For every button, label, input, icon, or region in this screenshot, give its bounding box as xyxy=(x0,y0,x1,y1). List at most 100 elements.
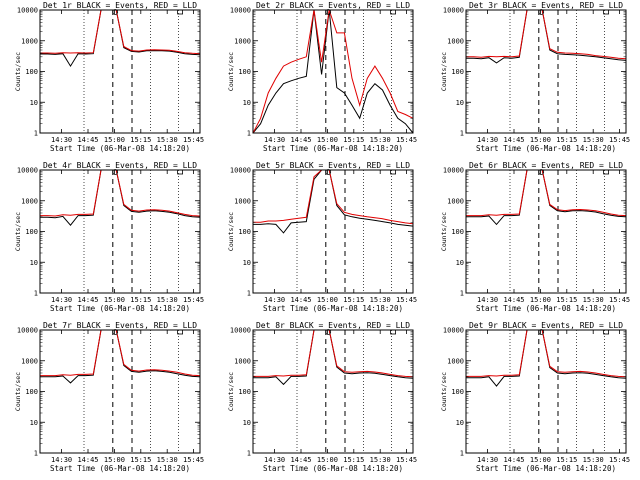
series-lld-line xyxy=(40,329,201,377)
y-tick-label: 1 xyxy=(34,450,38,458)
x-axis-label: Start Time (06-Mar-08 14:18:20) xyxy=(263,304,403,313)
series-events-line xyxy=(40,169,201,226)
y-tick-label: 1 xyxy=(460,450,464,458)
series-lld-line xyxy=(253,329,414,378)
x-tick-label: 15:00 xyxy=(530,136,551,144)
y-axis-label: Counts/sec xyxy=(227,52,235,91)
x-tick-label: 14:30 xyxy=(264,296,285,304)
y-axis-label: Counts/sec xyxy=(440,52,448,91)
panel-title: Det 2r BLACK = Events, RED = LLD xyxy=(256,1,410,10)
panel-det-9: Det 9r BLACK = Events, RED = LLD 1 10 100 10… xyxy=(440,321,630,473)
y-tick-label: 100 xyxy=(25,228,38,236)
y-tick-label: 10000 xyxy=(443,327,464,335)
x-tick-label: 15:30 xyxy=(370,296,391,304)
y-tick-label: 100 xyxy=(238,68,251,76)
y-tick-label: 1 xyxy=(460,290,464,298)
x-axis-label: Start Time (06-Mar-08 14:18:20) xyxy=(263,144,403,153)
y-tick-label: 10000 xyxy=(17,167,38,175)
y-tick-label: 10 xyxy=(243,99,251,107)
y-tick-label: 1000 xyxy=(447,357,464,365)
x-tick-label: 14:45 xyxy=(290,456,311,464)
y-axis-label: Counts/sec xyxy=(227,212,235,251)
x-tick-label: 14:45 xyxy=(503,296,524,304)
y-tick-label: 1000 xyxy=(234,357,251,365)
y-tick-label: 10 xyxy=(243,259,251,267)
y-tick-label: 1 xyxy=(247,130,251,138)
x-tick-label: 14:30 xyxy=(51,296,72,304)
x-tick-label: 15:30 xyxy=(583,136,604,144)
x-tick-label: 14:45 xyxy=(77,136,98,144)
x-tick-label: 15:15 xyxy=(130,136,151,144)
y-tick-label: 1000 xyxy=(21,37,38,45)
series-lld-line xyxy=(40,9,201,55)
y-tick-label: 10 xyxy=(456,99,464,107)
panel-title: Det 4r BLACK = Events, RED = LLD xyxy=(43,161,197,170)
panel-det-7: Det 7r BLACK = Events, RED = LLD 1 10 100 10… xyxy=(14,321,204,473)
x-tick-label: 15:00 xyxy=(530,296,551,304)
x-tick-label: 15:15 xyxy=(343,136,364,144)
x-tick-label: 15:30 xyxy=(370,136,391,144)
x-tick-label: 15:00 xyxy=(104,136,125,144)
y-tick-label: 1000 xyxy=(234,197,251,205)
y-tick-label: 10000 xyxy=(230,7,251,15)
x-tick-label: 14:45 xyxy=(290,296,311,304)
panel-det-6: Det 6r BLACK = Events, RED = LLD 1 10 100 10… xyxy=(440,161,630,313)
x-tick-label: 15:45 xyxy=(183,296,204,304)
y-axis-label: Counts/sec xyxy=(227,372,235,411)
x-tick-label: 15:15 xyxy=(130,296,151,304)
x-tick-label: 15:45 xyxy=(609,296,630,304)
y-tick-label: 10 xyxy=(30,259,38,267)
y-axis-label: Counts/sec xyxy=(14,52,22,91)
x-tick-label: 14:30 xyxy=(51,136,72,144)
x-tick-label: 14:45 xyxy=(77,296,98,304)
x-tick-label: 14:45 xyxy=(503,456,524,464)
y-tick-label: 10 xyxy=(30,419,38,427)
x-tick-label: 15:00 xyxy=(104,456,125,464)
x-tick-label: 14:30 xyxy=(51,456,72,464)
panel-title: Det 7r BLACK = Events, RED = LLD xyxy=(43,321,197,330)
panel-det-8: Det 8r BLACK = Events, RED = LLD 1 10 100 10… xyxy=(227,321,417,473)
y-tick-label: 10000 xyxy=(17,7,38,15)
y-tick-label: 100 xyxy=(238,228,251,236)
x-tick-label: 14:30 xyxy=(477,456,498,464)
x-tick-label: 14:30 xyxy=(477,296,498,304)
y-tick-label: 1 xyxy=(247,290,251,298)
y-axis-label: Counts/sec xyxy=(14,212,22,251)
y-tick-label: 1 xyxy=(34,130,38,138)
series-lld-line xyxy=(466,329,627,378)
series-lld-line xyxy=(253,169,414,225)
y-tick-label: 10 xyxy=(30,99,38,107)
series-events-line xyxy=(466,9,627,64)
y-tick-label: 1 xyxy=(460,130,464,138)
x-tick-label: 15:15 xyxy=(556,136,577,144)
y-tick-label: 100 xyxy=(451,68,464,76)
x-tick-label: 15:30 xyxy=(157,296,178,304)
series-lld-line xyxy=(466,9,627,60)
x-tick-label: 15:45 xyxy=(396,136,417,144)
panel-det-1: Det 1r BLACK = Events, RED = LLD 1 10 100 10… xyxy=(14,1,204,153)
y-tick-label: 10000 xyxy=(230,327,251,335)
y-tick-label: 1000 xyxy=(447,197,464,205)
series-lld-line xyxy=(252,9,414,134)
y-tick-label: 10000 xyxy=(443,7,464,15)
x-tick-label: 15:30 xyxy=(370,456,391,464)
x-tick-label: 15:00 xyxy=(104,296,125,304)
y-axis-label: Counts/sec xyxy=(440,212,448,251)
x-axis-label: Start Time (06-Mar-08 14:18:20) xyxy=(476,464,616,473)
x-tick-label: 15:00 xyxy=(530,456,551,464)
series-events-line xyxy=(253,329,414,386)
x-tick-label: 15:45 xyxy=(183,456,204,464)
x-tick-label: 15:45 xyxy=(396,456,417,464)
y-axis-label: Counts/sec xyxy=(440,372,448,411)
y-tick-label: 1 xyxy=(34,290,38,298)
plot-frame xyxy=(252,9,414,134)
panel-title: Det 1r BLACK = Events, RED = LLD xyxy=(43,1,197,10)
y-tick-label: 100 xyxy=(25,68,38,76)
x-tick-label: 14:45 xyxy=(77,456,98,464)
series-events-line xyxy=(466,329,627,387)
y-tick-label: 1 xyxy=(247,450,251,458)
series-events-line xyxy=(466,169,627,226)
panel-title: Det 8r BLACK = Events, RED = LLD xyxy=(256,321,410,330)
x-tick-label: 15:45 xyxy=(609,136,630,144)
y-tick-label: 10000 xyxy=(443,167,464,175)
